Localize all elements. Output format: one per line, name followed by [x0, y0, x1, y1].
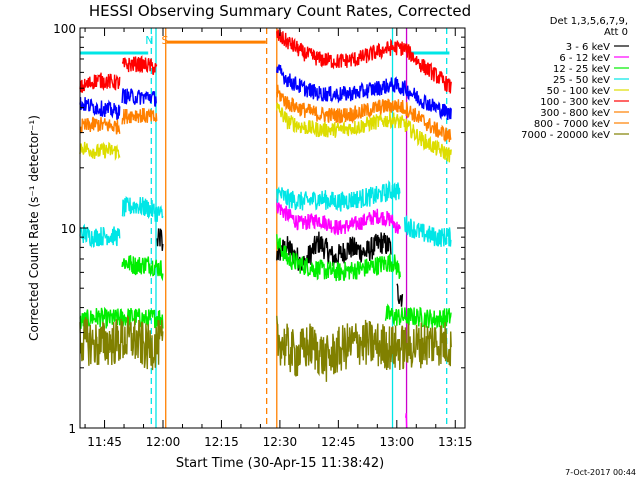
series-line: [384, 303, 452, 330]
series-line: [276, 234, 401, 282]
x-tick-label: 12:00: [146, 435, 181, 449]
series-line: [79, 306, 164, 330]
y-tick-label: 1: [68, 422, 76, 436]
series-6-12-kev: [276, 198, 408, 429]
legend-entry: 25 - 50 keV: [553, 75, 610, 86]
axes: 11:45 12:00 12:15 12:30 12:45 13:00 13:15 1 10 10…: [53, 22, 472, 449]
legend-entry: 7000 - 20000 keV: [521, 130, 610, 141]
chart-title: HESSI Observing Summary Count Rates, Cor…: [89, 2, 471, 20]
x-tick-label: 13:00: [380, 435, 415, 449]
flag-label: N: [145, 34, 153, 47]
series-line: [121, 55, 158, 75]
series-300-800-kev: [79, 84, 452, 143]
legend-header: Det 1,3,5,6,7,9,: [550, 16, 628, 27]
series-line: [121, 195, 164, 222]
timestamp: 7-Oct-2017 00:44: [565, 468, 636, 477]
series-100-300-kev: [79, 29, 452, 94]
flag-label: S: [161, 34, 168, 47]
x-tick-label: 11:45: [87, 435, 122, 449]
legend-entry: 800 - 7000 keV: [534, 119, 610, 130]
series-line: [276, 198, 401, 236]
series-line: [276, 102, 452, 163]
series-line: [276, 315, 452, 382]
series-line: [79, 314, 164, 371]
series-line: [79, 116, 121, 135]
series-line: [79, 97, 121, 120]
y-tick-label: 100: [53, 22, 76, 36]
y-tick-label: 10: [61, 222, 76, 236]
series-12-25-kev: [79, 234, 452, 330]
x-tick-label: 12:45: [321, 435, 356, 449]
x-tick-label: 13:15: [438, 435, 473, 449]
legend-entry: 6 - 12 keV: [559, 53, 610, 64]
legend-header: Att 0: [604, 27, 628, 38]
legend-entry: 50 - 100 keV: [547, 86, 611, 97]
legend-entry: 3 - 6 keV: [566, 42, 610, 53]
series-line: [79, 72, 121, 93]
series-line: [156, 228, 164, 251]
legend-entry: 300 - 800 keV: [540, 108, 610, 119]
series-line: [79, 141, 121, 161]
series-line: [396, 283, 404, 307]
series-7000-20000-kev: [79, 314, 452, 382]
legend-entry: 12 - 25 keV: [553, 64, 610, 75]
x-tick-label: 12:15: [204, 435, 239, 449]
series-line: [121, 255, 164, 282]
legend-entry: 100 - 300 keV: [540, 97, 610, 108]
x-tick-label: 12:30: [263, 435, 298, 449]
series-line: [276, 84, 452, 143]
series-line: [403, 215, 452, 247]
series-line: [121, 87, 157, 107]
series-line: [276, 64, 452, 121]
series-blue: [79, 64, 452, 121]
y-axis-label: Corrected Count Rate (s⁻¹ detector⁻¹): [27, 115, 41, 341]
x-axis-label: Start Time (30-Apr-15 11:38:42): [176, 456, 384, 471]
series-25-50-kev: [79, 180, 452, 249]
series-line: [121, 107, 158, 125]
series-line: [276, 180, 401, 212]
series-line: [276, 29, 452, 94]
series-line: [79, 223, 121, 249]
series-50-100-kev: [79, 102, 452, 163]
series-line: [405, 413, 408, 429]
